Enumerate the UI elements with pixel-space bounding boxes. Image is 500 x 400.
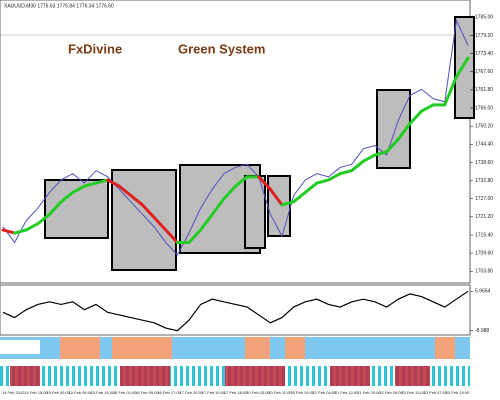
ma-segment [1,228,17,235]
ma-segment [141,203,156,219]
ma-segment [420,103,435,113]
x-tick-label: 16 Feb 01:00 [113,390,137,395]
x-tick-label: 14 Feb 2012 [2,390,25,395]
x-tick-label: 17 Feb 02:00 [180,390,204,395]
ma-segment [385,137,400,154]
y-tick-label: 1744.40 [475,142,493,148]
ma-segment [129,194,144,207]
histogram-segment [120,366,170,386]
y-tick-label: 1727.00 [475,196,493,202]
x-tick-label: 22 Feb 13:00 [401,390,425,395]
signal-segment [435,337,455,359]
signal-segment [245,337,270,359]
ma-segment [396,122,412,141]
y-tick-label: 1750.20 [475,124,493,130]
oscillator-line [2,290,469,332]
ma-segment [327,172,342,182]
ma-segment [94,178,110,185]
y-tick-label: 1721.20 [475,214,493,220]
y-tick-label: 1785.00 [475,15,493,21]
highlight-box [454,16,475,119]
ma-segment [315,178,330,185]
x-tick-label: 22 Feb 05:00 [379,390,403,395]
ma-segment [82,181,98,188]
ma-segment [350,159,365,173]
ma-segment [292,190,307,204]
y-tick-label: 1779.20 [475,33,493,39]
annotation: FxDivine [68,41,122,56]
ma-segment [152,215,168,232]
y-tick-label: 1756.00 [475,105,493,111]
signal-segment [60,337,100,359]
oscillator-pane [0,284,471,336]
x-tick-label: 15 Feb 00:00 [46,390,70,395]
ma-segment [280,200,296,207]
histogram-segment [330,366,370,386]
ma-segment [24,222,40,232]
ma-segment [117,184,133,198]
y-tick-label: 5.9654 [475,289,491,295]
y-tick-label: 1773.40 [475,51,493,57]
y-tick-label: 1761.80 [475,87,493,93]
y-tick-label: 1703.80 [475,269,493,275]
x-tick-label: 20 Feb 11:00 [268,390,292,395]
header: XAUUSD,M30 1776.63 1776.84 1776.34 1776.… [4,3,114,9]
highlight-box [267,175,291,237]
ma-segment [187,228,203,244]
x-tick-label: 21 Feb 04:00 [313,390,337,395]
ma-segment [13,228,28,235]
price-line [2,18,469,256]
ma-segment [234,175,249,188]
histogram-segment [395,366,430,386]
ma-segment [164,228,179,244]
x-tick-label: 16 Feb 17:00 [157,390,181,395]
y-tick-label: 1732.80 [475,178,493,184]
x-tick-label: 15 Feb 08:00 [69,390,93,395]
y-tick-label: 1715.40 [475,232,493,238]
ma-segment [338,169,354,176]
ma-segment [199,212,214,232]
ma-segment [443,75,458,107]
x-tick-label: 17 Feb 10:00 [202,390,226,395]
ma-segment [408,109,423,126]
ma-segment [106,178,121,188]
ma-segment [454,56,470,79]
ma-segment [71,184,86,194]
ma-segment [268,187,284,207]
ma-segment [36,212,51,226]
x-tick-label: 21 Feb 20:00 [357,390,381,395]
histogram-segment [10,366,40,386]
x-tick-label: 20 Feb 03:00 [246,390,270,395]
x-tick-label: 21 Feb 12:00 [335,390,359,395]
ma-segment [222,184,237,201]
x-tick-label: 20 Feb 19:00 [290,390,314,395]
y-tick-label: 1767.60 [475,69,493,75]
y-tick-label: -8.988 [475,328,489,334]
x-tick-label: 15 Feb 16:00 [91,390,115,395]
y-tick-label: 1709.60 [475,250,493,256]
ma-segment [373,150,389,157]
ma-segment [303,181,319,194]
signal-segment [285,337,305,359]
annotation: Green System [178,41,265,56]
ma-segment [59,190,75,204]
x-tick-label: 14 Feb 15:00 [24,390,48,395]
x-tick-label: 23 Feb 15:00 [446,390,470,395]
highlight-box [111,169,177,271]
ma-segment [257,175,272,191]
ma-segment [210,197,226,216]
y-tick-label: 1738.60 [475,160,493,166]
histogram-segment [225,366,285,386]
signal-segment [112,337,172,359]
x-tick-label: 17 Feb 18:00 [224,390,248,395]
ma-segment [361,153,377,163]
x-tick-label: 23 Feb 07:00 [424,390,448,395]
x-tick-label: 16 Feb 09:00 [135,390,159,395]
ma-segment [48,200,63,216]
signal-segment [0,340,40,354]
